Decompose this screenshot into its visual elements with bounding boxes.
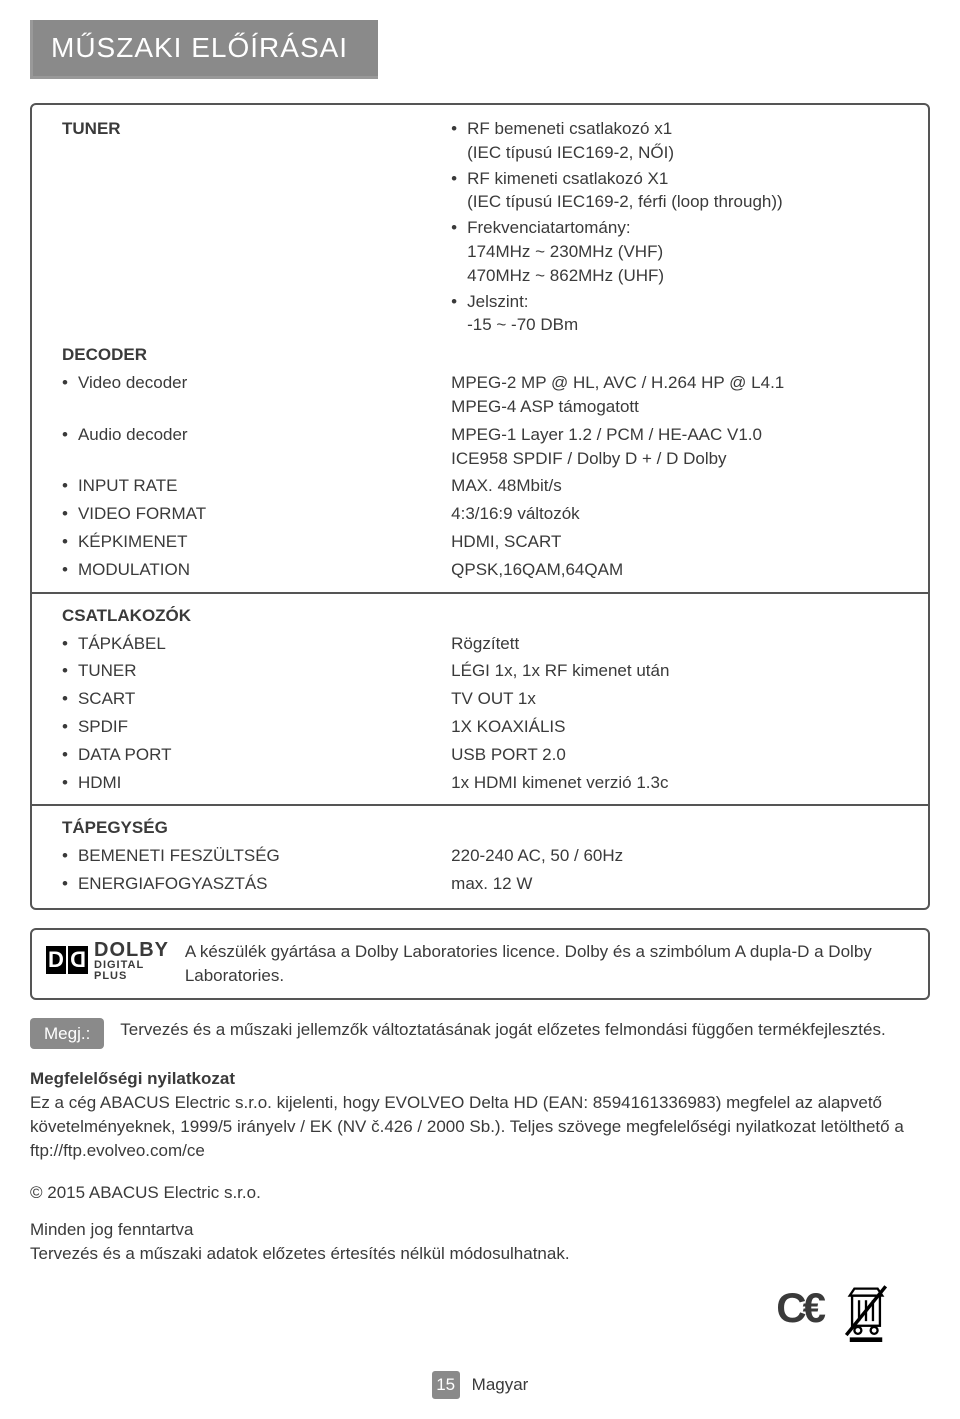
note-tag: Megj.: <box>30 1018 104 1050</box>
page-lang: Magyar <box>472 1375 529 1395</box>
weee-icon <box>842 1284 890 1347</box>
connector-row: •HDMI1x HDMI kimenet verzió 1.3c <box>32 769 928 797</box>
rights: Minden jog fenntartva Tervezés és a műsz… <box>30 1218 930 1266</box>
connector-row: •DATA PORTUSB PORT 2.0 <box>32 741 928 769</box>
tuner-item: •Jelszint: -15 ~ -70 DBm <box>451 290 908 338</box>
tuner-item: •RF kimeneti csatlakozó X1 (IEC típusú I… <box>451 167 908 215</box>
decoder-row: •VIDEO FORMAT4:3/16:9 változók <box>32 500 928 528</box>
decoder-label: DECODER <box>32 341 928 369</box>
dolby-brand: DOLBY <box>94 940 171 960</box>
decoder-row: •INPUT RATEMAX. 48Mbit/s <box>32 472 928 500</box>
tuner-label: TUNER <box>62 117 121 141</box>
connectors-label: CSATLAKOZÓK <box>32 602 928 630</box>
note-row: Megj.: Tervezés és a műszaki jellemzők v… <box>30 1018 930 1050</box>
connector-row: •TÁPKÁBELRögzített <box>32 630 928 658</box>
rights-line2: Tervezés és a műszaki adatok előzetes ér… <box>30 1244 570 1263</box>
connector-row: •SPDIF1X KOAXIÁLIS <box>32 713 928 741</box>
decoder-row: •Audio decoderMPEG-1 Layer 1.2 / PCM / H… <box>32 421 928 473</box>
note-text: Tervezés és a műszaki jellemzők változta… <box>120 1018 885 1050</box>
tuner-item: •Frekvenciatartomány: 174MHz ~ 230MHz (V… <box>451 216 908 287</box>
compliance: Megfelelőségi nyilatkozat Ez a cég ABACU… <box>30 1067 930 1162</box>
tuner-values: •RF bemeneti csatlakozó x1 (IEC típusú I… <box>451 117 908 339</box>
dolby-box: DD DOLBY DIGITAL PLUS A készülék gyártás… <box>30 928 930 1000</box>
power-label: TÁPEGYSÉG <box>32 814 928 842</box>
connector-row: •SCARTTV OUT 1x <box>32 685 928 713</box>
footer: 15 Magyar <box>30 1371 930 1399</box>
dolby-sub: DIGITAL PLUS <box>94 960 171 982</box>
page-number: 15 <box>432 1371 460 1399</box>
power-row: •ENERGIAFOGYASZTÁSmax. 12 W <box>32 870 928 898</box>
connector-row: •TUNERLÉGI 1x, 1x RF kimenet után <box>32 657 928 685</box>
ce-icon: C€ <box>776 1284 822 1347</box>
tuner-item: •RF bemeneti csatlakozó x1 (IEC típusú I… <box>451 117 908 165</box>
rights-line1: Minden jog fenntartva <box>30 1220 194 1239</box>
decoder-row: •MODULATIONQPSK,16QAM,64QAM <box>32 556 928 584</box>
specs-box: TUNER •RF bemeneti csatlakozó x1 (IEC tí… <box>30 103 930 910</box>
decoder-row: •Video decoderMPEG-2 MP @ HL, AVC / H.26… <box>32 369 928 421</box>
compliance-text: Ez a cég ABACUS Electric s.r.o. kijelent… <box>30 1093 904 1160</box>
dolby-text: A készülék gyártása a Dolby Laboratories… <box>185 940 914 988</box>
icons-row: C€ <box>30 1284 890 1347</box>
copyright: © 2015 ABACUS Electric s.r.o. <box>30 1181 930 1205</box>
compliance-title: Megfelelőségi nyilatkozat <box>30 1069 235 1088</box>
decoder-row: •KÉPKIMENETHDMI, SCART <box>32 528 928 556</box>
dolby-logo: DD DOLBY DIGITAL PLUS <box>46 940 171 982</box>
power-row: •BEMENETI FESZÜLTSÉG220-240 AC, 50 / 60H… <box>32 842 928 870</box>
page-title: MŰSZAKI ELŐÍRÁSAI <box>30 20 378 79</box>
